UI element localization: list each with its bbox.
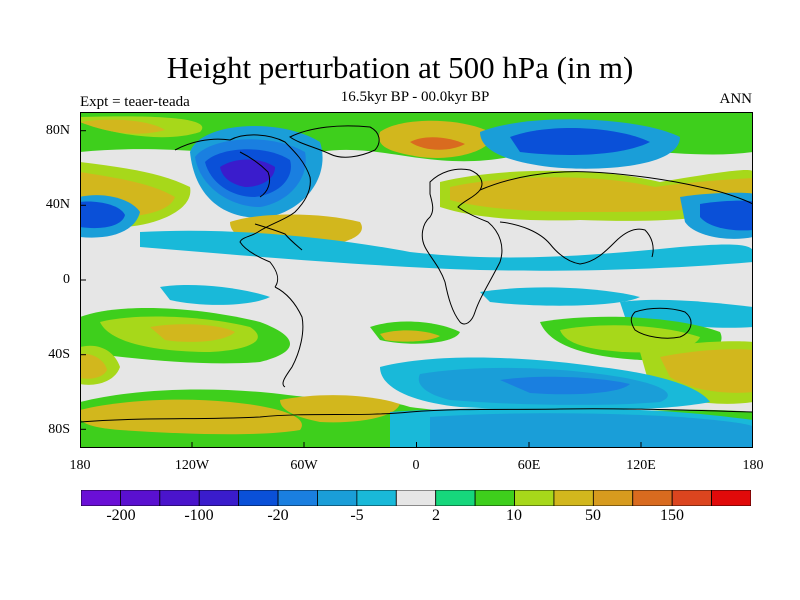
lat-label-40s: 40S <box>48 347 70 362</box>
lon-label-180e: 180 <box>742 458 764 473</box>
colorbar-label-150: 150 <box>660 507 684 524</box>
map-title: Height perturbation at 500 hPa (in m) <box>166 50 634 85</box>
lat-label-40n: 40N <box>45 197 70 212</box>
colorbar-swatch <box>81 490 121 506</box>
colorbar-label-m100: -100 <box>184 507 214 524</box>
tropical-cyan-north <box>140 230 753 271</box>
season-label: ANN <box>719 91 753 107</box>
colorbar-swatch <box>317 490 358 506</box>
lon-label-120e: 120E <box>626 458 656 473</box>
antarctic-yellow <box>80 399 302 435</box>
colorbar-swatch <box>435 490 476 506</box>
colorbar-swatch <box>159 490 200 506</box>
tropical-cyan-south <box>160 285 270 305</box>
colorbar-swatch <box>238 490 279 506</box>
lat-label-0: 0 <box>63 272 70 287</box>
lon-label-60w: 60W <box>290 458 318 473</box>
lon-label-60e: 60E <box>517 458 541 473</box>
experiment-label: Expt = teaer-teada <box>80 94 190 110</box>
colorbar-swatch <box>198 490 240 506</box>
lon-label-0: 0 <box>412 458 420 473</box>
colorbar-swatch <box>514 490 555 506</box>
colorbar-swatch <box>277 490 318 506</box>
map-panel <box>80 112 753 448</box>
lon-label-120w: 120W <box>174 458 210 473</box>
colorbar-label-m200: -200 <box>106 507 136 524</box>
colorbar-swatch <box>395 490 437 506</box>
colorbar-label-m5: -5 <box>350 507 364 524</box>
colorbar-label-2: 2 <box>432 507 440 524</box>
colorbar-label-m20: -20 <box>267 507 289 524</box>
lat-label-80n: 80N <box>45 123 70 138</box>
lat-label-80s: 80S <box>48 422 70 437</box>
colorbar-swatch <box>671 490 712 506</box>
colorbar-label-50: 50 <box>585 507 601 524</box>
colorbar-swatch <box>474 490 515 506</box>
lon-label-180w: 180 <box>69 458 91 473</box>
colorbar <box>81 490 751 506</box>
map-subtitle: 16.5kyr BP - 00.0kyr BP <box>340 89 490 105</box>
colorbar-swatch <box>356 490 397 506</box>
colorbar-swatch <box>711 490 751 506</box>
colorbar-swatch <box>592 490 634 506</box>
coastlines <box>80 125 753 423</box>
colorbar-swatch <box>632 490 673 506</box>
colorbar-label-10: 10 <box>506 507 522 524</box>
colorbar-swatch <box>120 490 161 506</box>
colorbar-swatch <box>553 490 594 506</box>
